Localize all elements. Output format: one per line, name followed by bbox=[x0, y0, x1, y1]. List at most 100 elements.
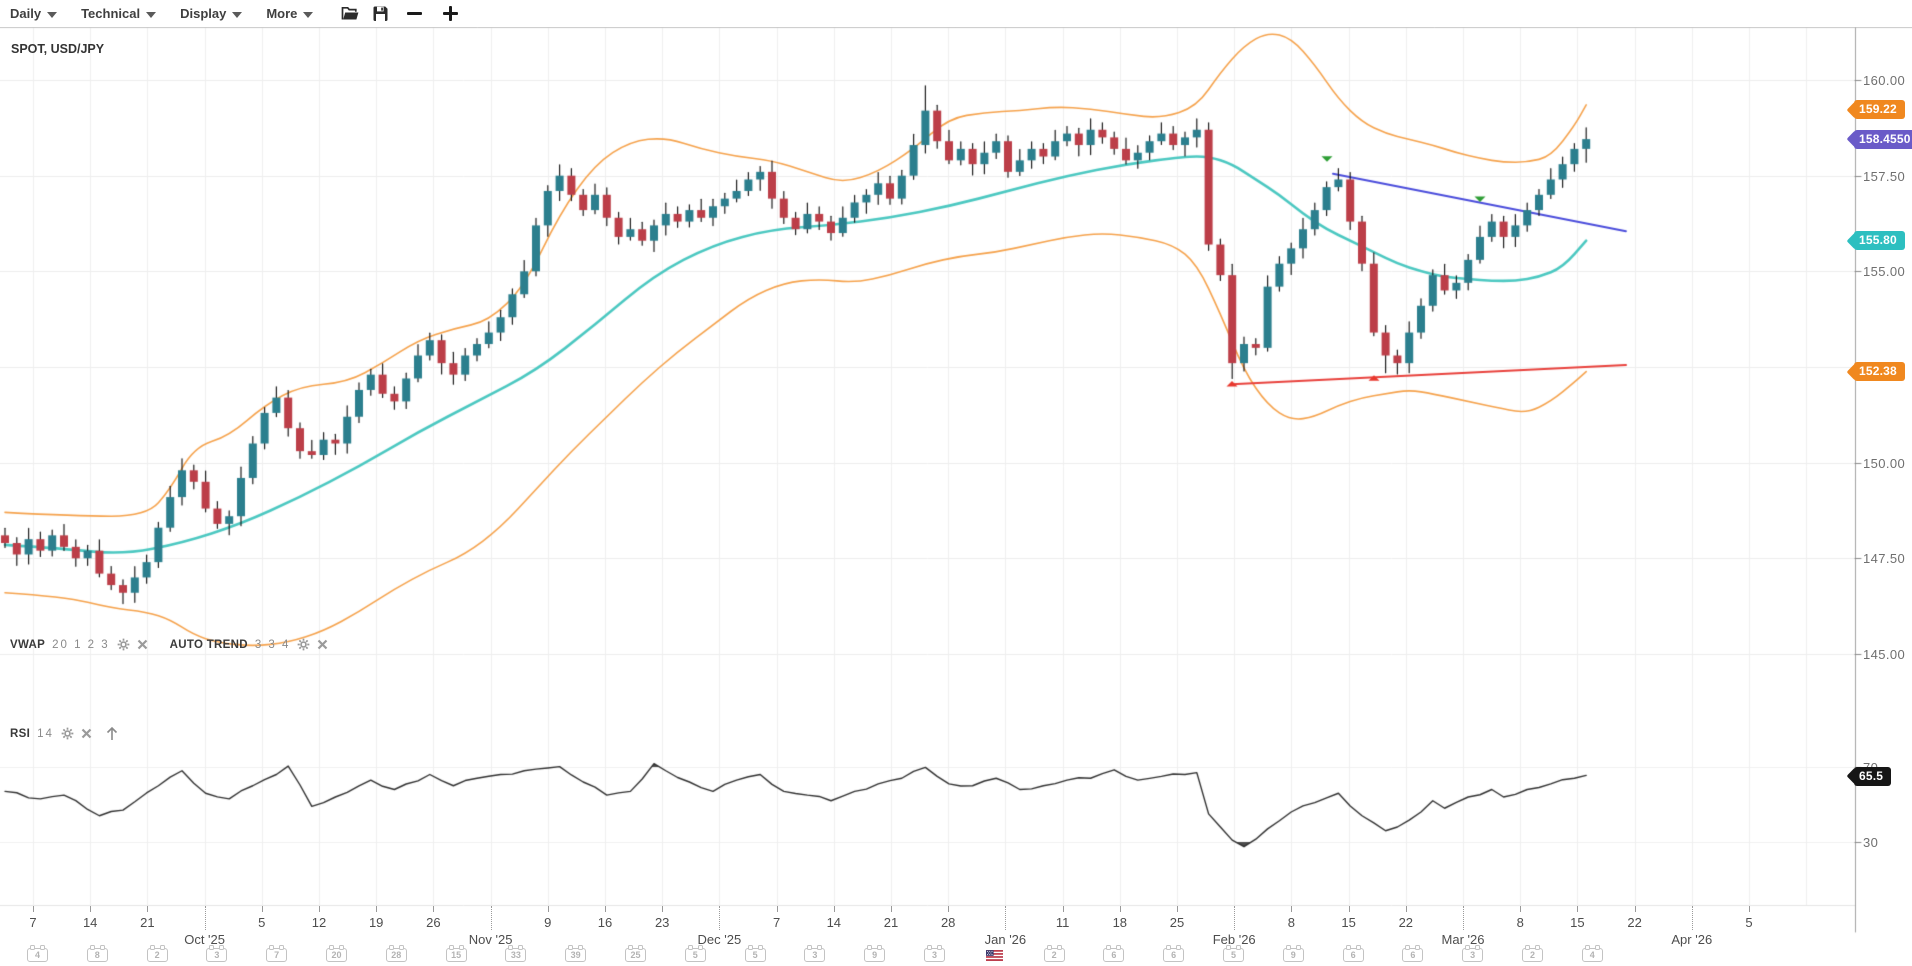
day-tickmark bbox=[776, 906, 778, 912]
day-axis-label: 26 bbox=[426, 915, 441, 930]
month-tickmark bbox=[1691, 906, 1693, 930]
day-axis-label: 11 bbox=[1055, 915, 1070, 930]
calendar-event-badge[interactable]: 3 bbox=[1462, 944, 1484, 962]
price-axis-tick: 147.50 bbox=[1863, 551, 1906, 567]
toolbar-menu-display[interactable]: Display bbox=[170, 0, 256, 27]
zoom-out-icon[interactable] bbox=[399, 0, 429, 27]
toolbar-menu-more[interactable]: More bbox=[256, 0, 327, 27]
calendar-event-badge[interactable]: 25 bbox=[625, 944, 646, 962]
day-axis-label: 28 bbox=[940, 915, 956, 930]
day-axis-label: 12 bbox=[311, 915, 327, 930]
month-axis-label: Jan '26 bbox=[984, 932, 1027, 947]
day-axis-label: 8 bbox=[1287, 915, 1295, 930]
folder-open-icon[interactable] bbox=[335, 0, 365, 27]
month-axis-label: Apr '26 bbox=[1671, 932, 1713, 947]
month-tickmark bbox=[490, 906, 492, 930]
calendar-event-badge[interactable]: 33 bbox=[505, 944, 527, 962]
day-tickmark bbox=[319, 906, 320, 912]
calendar-event-badge[interactable]: 9 bbox=[1282, 944, 1304, 962]
day-tickmark bbox=[1062, 906, 1064, 912]
day-axis-label: 23 bbox=[654, 915, 670, 930]
calendar-event-badge[interactable]: 39 bbox=[565, 944, 587, 962]
save-icon[interactable] bbox=[365, 0, 395, 27]
day-tickmark bbox=[547, 906, 549, 912]
day-tickmark bbox=[891, 906, 892, 912]
calendar-event-badge[interactable]: 5 bbox=[744, 944, 766, 962]
calendar-event-badge[interactable]: 7 bbox=[266, 944, 288, 962]
month-tickmark bbox=[1005, 906, 1007, 930]
price-badge: 152.38 bbox=[1854, 362, 1905, 382]
close-icon[interactable] bbox=[317, 639, 328, 650]
chevron-down-icon bbox=[146, 11, 157, 18]
day-axis-label: 14 bbox=[826, 915, 842, 930]
day-axis-label: 18 bbox=[1112, 915, 1128, 930]
rsi-value-badge: 65.5 bbox=[1854, 766, 1892, 786]
calendar-event-badge[interactable]: 6 bbox=[1402, 944, 1424, 962]
month-tickmark bbox=[719, 906, 721, 930]
day-axis-label: 22 bbox=[1398, 915, 1414, 930]
calendar-event-badge[interactable]: 20 bbox=[326, 944, 347, 962]
toolbar-menu-timeframe[interactable]: Daily bbox=[0, 0, 71, 27]
gear-icon[interactable] bbox=[297, 638, 310, 651]
day-tickmark bbox=[1634, 906, 1636, 912]
day-axis-label: 19 bbox=[368, 915, 384, 930]
day-axis-label: 21 bbox=[883, 915, 899, 930]
day-tickmark bbox=[1405, 906, 1407, 912]
month-tickmark bbox=[204, 906, 206, 930]
calendar-event-badge[interactable]: 15 bbox=[445, 944, 467, 962]
price-axis-tick: 157.50 bbox=[1863, 168, 1906, 184]
indicator-legend-row: VWAP 20 1 2 3 AUTO TREND 3 3 4 bbox=[10, 638, 328, 651]
calendar-event-badge[interactable]: 28 bbox=[385, 944, 407, 962]
calendar-event-badge[interactable]: 4 bbox=[1581, 944, 1603, 962]
calendar-event-badge[interactable]: 6 bbox=[1163, 944, 1185, 962]
calendar-event-badge[interactable]: 4 bbox=[27, 944, 48, 962]
calendar-event-badge[interactable]: 2 bbox=[1043, 944, 1065, 962]
symbol-label: SPOT, USD/JPY bbox=[11, 42, 105, 56]
day-axis-label: 7 bbox=[772, 915, 781, 930]
calendar-event-badge[interactable]: 8 bbox=[86, 944, 108, 962]
chevron-down-icon bbox=[232, 11, 243, 18]
calendar-event-badge[interactable]: 9 bbox=[864, 944, 886, 962]
calendar-event-badge[interactable]: 6 bbox=[1103, 944, 1125, 962]
calendar-event-badge[interactable]: 2 bbox=[146, 944, 168, 962]
day-tickmark bbox=[948, 906, 950, 912]
price-badge: 155.80 bbox=[1854, 231, 1905, 251]
rsi-legend-row: RSI 14 bbox=[10, 726, 119, 741]
calendar-event-badge[interactable]: 3 bbox=[804, 944, 826, 962]
calendar-event-badge[interactable]: 2 bbox=[1522, 944, 1543, 962]
price-axis-tick: 145.00 bbox=[1863, 646, 1906, 662]
vwap-label: VWAP bbox=[10, 638, 46, 651]
month-axis-label: Nov '25 bbox=[468, 932, 513, 947]
rsi-axis-tick: 30 bbox=[1863, 835, 1879, 850]
day-axis-label: 9 bbox=[544, 915, 552, 930]
close-icon[interactable] bbox=[137, 639, 148, 650]
calendar-event-badge[interactable]: 3 bbox=[924, 944, 945, 962]
month-axis-label: Mar '26 bbox=[1441, 932, 1485, 947]
calendar-event-badge[interactable]: 6 bbox=[1342, 944, 1364, 962]
day-tickmark bbox=[833, 906, 835, 912]
price-axis-tick: 160.00 bbox=[1863, 73, 1906, 88]
price-badge: 158.4550 bbox=[1854, 129, 1912, 149]
calendar-event-badge[interactable]: 3 bbox=[206, 944, 228, 962]
chevron-down-icon bbox=[47, 11, 58, 18]
calendar-event-badge[interactable]: 5 bbox=[1223, 944, 1244, 962]
us-flag-icon[interactable] bbox=[985, 948, 1003, 966]
month-axis-label: Oct '25 bbox=[184, 932, 225, 947]
rsi-params: 14 bbox=[37, 727, 54, 740]
day-tickmark bbox=[376, 906, 378, 912]
calendar-event-badge[interactable]: 5 bbox=[684, 944, 706, 962]
price-badge: 159.22 bbox=[1854, 100, 1905, 120]
day-tickmark bbox=[1291, 906, 1293, 912]
day-tickmark bbox=[90, 906, 92, 912]
toolbar: Daily Technical Display More bbox=[0, 0, 1912, 27]
move-pane-up-icon[interactable] bbox=[105, 726, 119, 741]
gear-icon[interactable] bbox=[61, 727, 74, 740]
close-icon[interactable] bbox=[81, 728, 92, 739]
display-menu-label: Display bbox=[180, 6, 227, 21]
day-tickmark bbox=[1749, 906, 1750, 912]
toolbar-menu-technical[interactable]: Technical bbox=[71, 0, 170, 27]
gear-icon[interactable] bbox=[117, 638, 130, 651]
zoom-in-icon[interactable] bbox=[435, 0, 465, 27]
technical-menu-label: Technical bbox=[81, 6, 141, 21]
